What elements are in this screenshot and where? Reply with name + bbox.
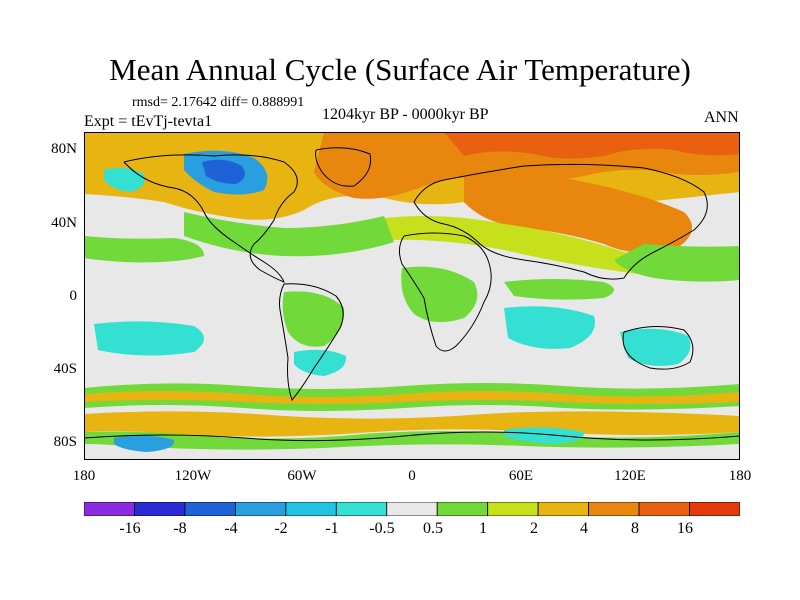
africa-coastline <box>398 232 492 352</box>
lat-label-40n: 40N <box>51 215 77 231</box>
eurasia-coastline <box>413 163 708 280</box>
colorbar-swatch <box>689 502 740 516</box>
south-america-coastline <box>279 283 344 402</box>
south-pacific-cyan-region <box>94 321 204 356</box>
lon-label-60e: 60E <box>508 468 534 484</box>
lon-label-120e: 120E <box>614 468 646 484</box>
antarctic-cold-patch-east <box>504 427 585 444</box>
colorbar-label: 2 <box>530 520 538 537</box>
colorbar-swatch <box>436 502 489 516</box>
colorbar-swatch <box>638 502 690 516</box>
season-label: ANN <box>704 109 739 126</box>
lon-label-180e: 180 <box>728 468 752 484</box>
colorbar-swatch <box>487 502 539 516</box>
lon-label-180w: 180 <box>72 468 96 484</box>
africa-green-region <box>401 266 478 323</box>
colorbar-swatch <box>335 502 388 516</box>
colorbar-label: -0.5 <box>369 520 395 537</box>
period-label: 1204kyr BP - 0000kyr BP <box>322 106 489 123</box>
colorbar-label: 1 <box>479 520 487 537</box>
colorbar-label: 4 <box>580 520 588 537</box>
north-atlantic-green-band <box>184 212 394 257</box>
colorbar-swatch <box>285 502 337 516</box>
australia-coastline <box>622 326 694 370</box>
colorbar-label: -8 <box>173 520 187 537</box>
coastlines <box>84 147 740 442</box>
antarctic-cold-patch-west <box>114 435 175 452</box>
lat-label-40s: 40S <box>53 361 77 377</box>
colorbar-swatch <box>184 502 236 516</box>
indian-ocean-green-region <box>504 279 614 300</box>
colorbar-label: -2 <box>274 520 288 537</box>
colorbar-swatch <box>588 502 640 516</box>
canada-colder-core <box>202 159 245 184</box>
colorbar-label: 8 <box>631 520 639 537</box>
stats-label: rmsd= 2.17642 diff= 0.888991 <box>132 95 305 110</box>
lon-label-60w: 60W <box>287 468 317 484</box>
colorbar-label: 0.5 <box>423 520 443 537</box>
colorbar-swatch <box>234 502 287 516</box>
australia-cyan-region <box>620 328 691 366</box>
siberia-warm-region <box>464 171 692 253</box>
alaska-cold-region <box>104 167 145 192</box>
antarctica-coastline <box>84 431 740 442</box>
antarctic-warm-band <box>84 411 740 437</box>
greenland-coastline <box>315 147 372 187</box>
north-pacific-green-band <box>614 244 740 282</box>
map-title: Mean Annual Cycle (Surface Air Temperatu… <box>109 52 691 87</box>
colorbar-swatch <box>134 502 186 516</box>
north-america-coastline <box>123 154 298 283</box>
lat-label-equator: 0 <box>69 288 78 304</box>
antarctic-green-band <box>84 431 740 450</box>
colorbar-label: -16 <box>119 520 141 537</box>
experiment-label: Expt = tEvTj-tevta1 <box>84 113 213 130</box>
colorbar-label: -1 <box>325 520 339 537</box>
lon-label-0: 0 <box>408 468 416 484</box>
indian-ocean-cyan-region <box>504 306 595 349</box>
colorbar-label: -4 <box>224 520 238 537</box>
arctic-hot-region <box>444 132 740 159</box>
colorbar-swatch <box>537 502 590 516</box>
lon-label-120w: 120W <box>174 468 212 484</box>
atlantic-cyan-region <box>294 349 347 376</box>
south-america-green-region <box>282 291 345 347</box>
lat-label-80s: 80S <box>53 434 77 450</box>
temperature-difference-map <box>84 132 740 460</box>
colorbar <box>84 502 740 516</box>
colorbar-label: 16 <box>677 520 693 537</box>
map-frame <box>84 132 740 460</box>
lat-label-80n: 80N <box>51 141 77 157</box>
pacific-green-band-west <box>84 236 204 263</box>
southern-ocean-warm-band <box>84 391 740 404</box>
colorbar-swatch <box>386 502 438 516</box>
colorbar-swatch <box>84 502 135 516</box>
